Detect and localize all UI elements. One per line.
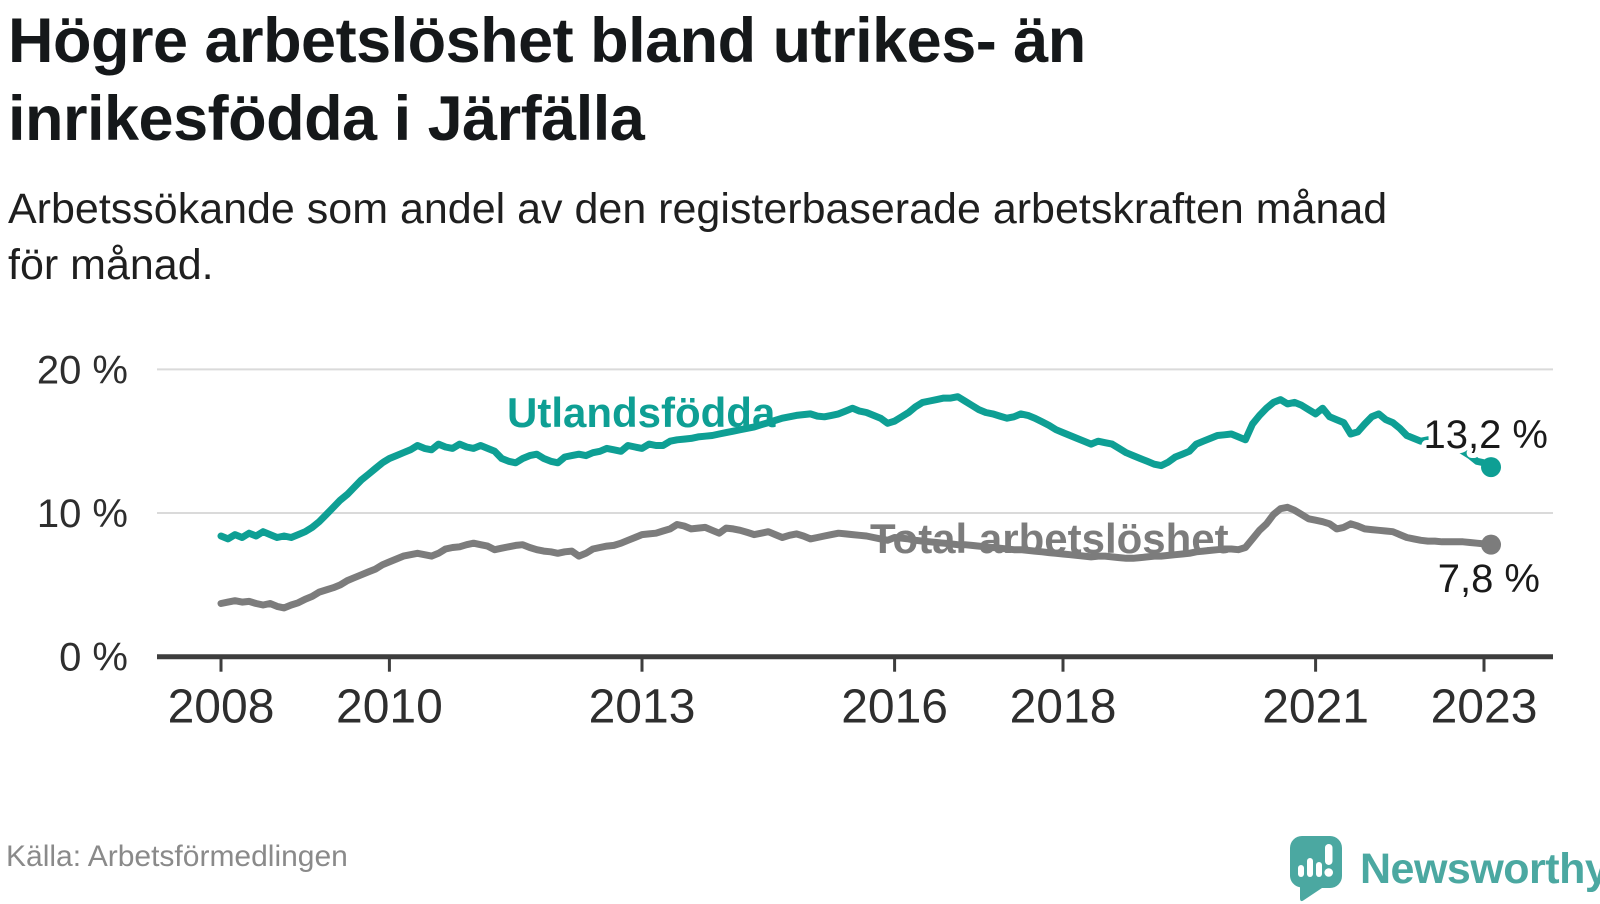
logo-exclamation-bar [1325,844,1333,865]
end-value-label-utlandsfodda: 13,2 % [1423,413,1548,457]
series-endpoint-dot-total [1481,534,1502,555]
logo-bar-2 [1307,858,1313,877]
series-endpoint-dot-utlandsfodda [1481,457,1502,478]
logo-exclamation-dot [1324,868,1333,877]
newsworthy-branding: Newsworthy [1288,834,1600,904]
series-line-total [217,503,1495,612]
chart-title: Högre arbetslöshet bland utrikes- än inr… [8,6,1086,155]
newsworthy-logo-text: Newsworthy [1360,844,1600,893]
series-label-utlandsfodda: Utlandsfödda [507,389,776,436]
newsworthy-logo-icon [1290,836,1342,902]
y-axis-label-10: 10 % [37,492,128,536]
x-axis-label-2018: 2018 [1010,681,1117,734]
x-axis-label-2016: 2016 [841,681,948,734]
x-axis-label-2010: 2010 [336,681,443,734]
series-line-utlandsfodda [217,393,1495,543]
x-axis-label-2023: 2023 [1431,681,1538,734]
x-axis-label-2013: 2013 [589,681,696,734]
logo-bar-1 [1298,865,1304,877]
y-axis-label-20: 20 % [37,348,128,392]
chart-subtitle: Arbetssökande som andel av den registerb… [8,185,1388,289]
logo-bar-3 [1316,862,1322,877]
line-chart: 20 % 10 % 0 % 2008 2010 2013 2016 2018 2021 2023 U… [37,348,1553,734]
series-label-total: Total arbetslöshet [870,515,1229,562]
x-axis-label-2008: 2008 [168,681,275,734]
source-note: Källa: Arbetsförmedlingen [6,840,348,873]
y-axis-label-0: 0 % [59,636,128,680]
x-axis-label-2021: 2021 [1262,681,1369,734]
end-value-label-total: 7,8 % [1438,557,1540,601]
